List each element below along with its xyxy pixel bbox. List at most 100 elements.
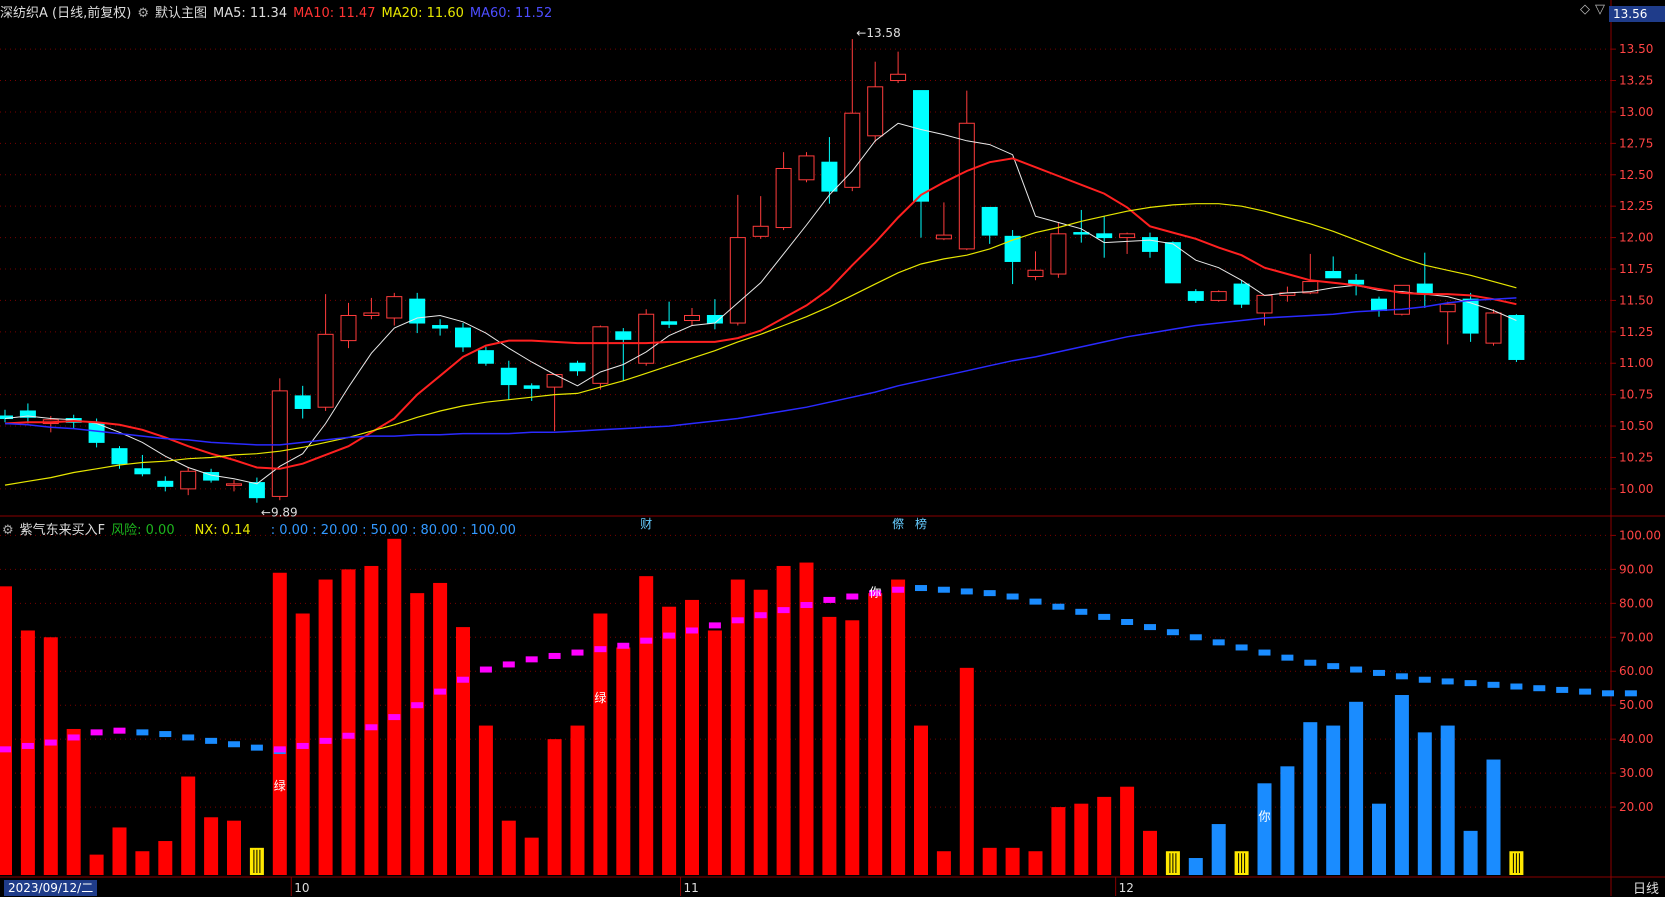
indicator-line-segment	[67, 734, 80, 741]
indicator-line-segment	[1304, 659, 1317, 666]
ma-line-ma20	[4, 203, 1517, 486]
indicator-line-segment	[1418, 676, 1431, 683]
indicator-line-segment	[1075, 608, 1088, 615]
indicator-tick-label: 100.00	[1619, 528, 1661, 542]
indicator-bar	[891, 579, 906, 875]
price-tick-label: 13.25	[1619, 74, 1653, 88]
period-button[interactable]: 日线	[1632, 882, 1659, 897]
indicator-line-segment	[983, 590, 996, 597]
indicator-bar	[1028, 851, 1043, 875]
indicator-bar	[1394, 695, 1409, 875]
indicator-bar	[135, 851, 150, 875]
indicator-label: 绿	[274, 778, 286, 793]
indicator-line-segment	[90, 729, 103, 736]
indicator-tick-label: 30.00	[1619, 766, 1653, 780]
price-tick-label: 10.00	[1619, 482, 1653, 496]
indicator-line-segment	[1281, 654, 1294, 661]
indicator-line-segment	[1006, 593, 1019, 600]
main-chart-name[interactable]: 默认主图	[154, 6, 207, 21]
event-marker: 榜	[915, 516, 927, 531]
indicator-legend: ⚙ 紫气东来买入F 风险: 0.00 NX: 0.14: 0.00 : 20.00 :…	[2, 519, 522, 538]
dropdown-icon[interactable]: ▽	[1595, 2, 1605, 17]
indicator-bar	[1463, 830, 1478, 875]
indicator-tick-label: 50.00	[1619, 698, 1653, 712]
indicator-levels: : 0.00 : 20.00 : 50.00 : 80.00 : 100.00	[270, 523, 516, 538]
price-tick-label: 13.00	[1619, 105, 1653, 119]
indicator-bar	[776, 565, 791, 875]
indicator-line-segment	[205, 737, 218, 744]
indicator-line-segment	[250, 744, 263, 751]
indicator-line-segment	[617, 642, 630, 649]
indicator-line-segment	[1258, 649, 1271, 656]
diamond-icon[interactable]: ◇	[1580, 2, 1590, 17]
candle-body	[1462, 298, 1479, 334]
indicator-line-segment	[411, 702, 424, 709]
indicator-name[interactable]: 紫气东来买入F	[19, 523, 106, 538]
candle-body	[500, 367, 517, 386]
indicator-line-segment	[228, 741, 240, 748]
event-marker: 傺	[892, 516, 904, 531]
price-tick-label: 12.00	[1619, 231, 1653, 245]
indicator-bar	[318, 579, 333, 875]
candle-body	[1187, 291, 1204, 301]
candle-body	[1119, 233, 1136, 239]
indicator-bar	[685, 599, 699, 875]
candle-body	[1416, 283, 1433, 295]
indicator-line-segment	[457, 676, 469, 683]
candle-body	[935, 234, 952, 240]
indicator-line-segment	[1166, 629, 1179, 636]
indicator-tick-label: 90.00	[1619, 562, 1653, 576]
candle-body	[1210, 291, 1227, 301]
candle-body	[1233, 283, 1250, 305]
candle-body	[981, 206, 998, 236]
candle-body	[1256, 294, 1273, 314]
indicator-line-segment	[1052, 603, 1065, 610]
indicator-line-segment	[365, 724, 378, 731]
indicator-line-segment	[182, 734, 195, 741]
indicator-line-segment	[1556, 686, 1569, 693]
indicator-line-segment	[136, 729, 149, 736]
indicator-label: 你	[869, 586, 881, 600]
month-label: 12	[1119, 881, 1134, 895]
candle-body	[363, 312, 380, 316]
indicator-line-segment	[754, 612, 767, 619]
indicator-bar	[1326, 725, 1341, 875]
indicator-tick-label: 70.00	[1619, 630, 1653, 644]
candle-body	[729, 237, 746, 324]
candle-body	[1164, 242, 1181, 284]
indicator-bar	[1120, 786, 1135, 875]
last-price-box: 13.56	[1609, 6, 1665, 22]
indicator-line-segment	[1510, 683, 1523, 690]
indicator-bar	[845, 620, 860, 875]
indicator-settings-icon[interactable]: ⚙	[2, 523, 14, 538]
candle-body	[1348, 279, 1365, 285]
price-tick-label: 13.50	[1619, 42, 1653, 56]
indicator-line-segment	[663, 632, 676, 639]
indicator-line-segment	[937, 586, 950, 593]
indicator-bar	[1257, 783, 1272, 875]
indicator-line-segment	[571, 649, 584, 656]
main-chart-legend: 深纺织A (日线,前复权) ⚙ 默认主图 MA5: 11.34 MA10: 11.47 M…	[0, 2, 558, 21]
indicator-label: 绿	[594, 690, 606, 705]
indicator-bar	[936, 851, 951, 875]
indicator-bar	[570, 725, 585, 875]
indicator-line-segment	[708, 622, 721, 629]
indicator-bar	[1280, 766, 1295, 875]
indicator-line-segment	[319, 737, 332, 744]
indicator-bar	[524, 837, 539, 875]
candle-body	[1004, 235, 1021, 262]
settings-icon[interactable]: ⚙	[137, 6, 149, 21]
indicator-line-segment	[960, 588, 973, 595]
indicator-line-segment	[1624, 690, 1637, 697]
event-marker: 财	[640, 517, 652, 531]
indicator-bar	[547, 739, 562, 875]
indicator-bar	[478, 725, 493, 875]
ma10-label: MA10: 11.47	[293, 6, 376, 21]
price-tick-label: 11.00	[1619, 356, 1653, 370]
indicator-bar	[1005, 847, 1020, 875]
candle-body	[798, 155, 815, 181]
indicator-line-segment	[1121, 618, 1134, 625]
indicator-bar	[433, 582, 448, 875]
indicator-line-segment	[1327, 663, 1340, 670]
